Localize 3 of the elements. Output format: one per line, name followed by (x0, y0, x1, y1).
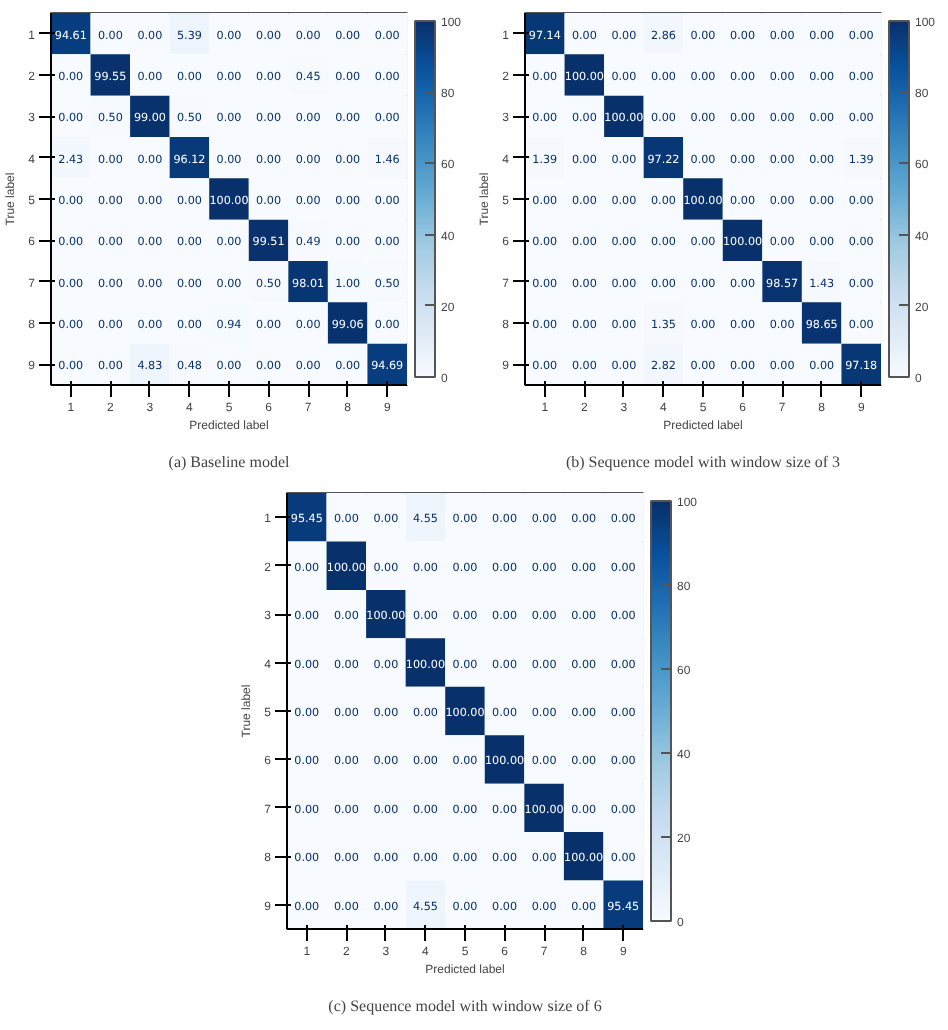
text: (b) Sequence model with window size of 3 (565, 453, 841, 471)
text: (a) Baseline model (168, 453, 291, 471)
text: (c) Sequence model with window size of 6 (328, 997, 602, 1015)
